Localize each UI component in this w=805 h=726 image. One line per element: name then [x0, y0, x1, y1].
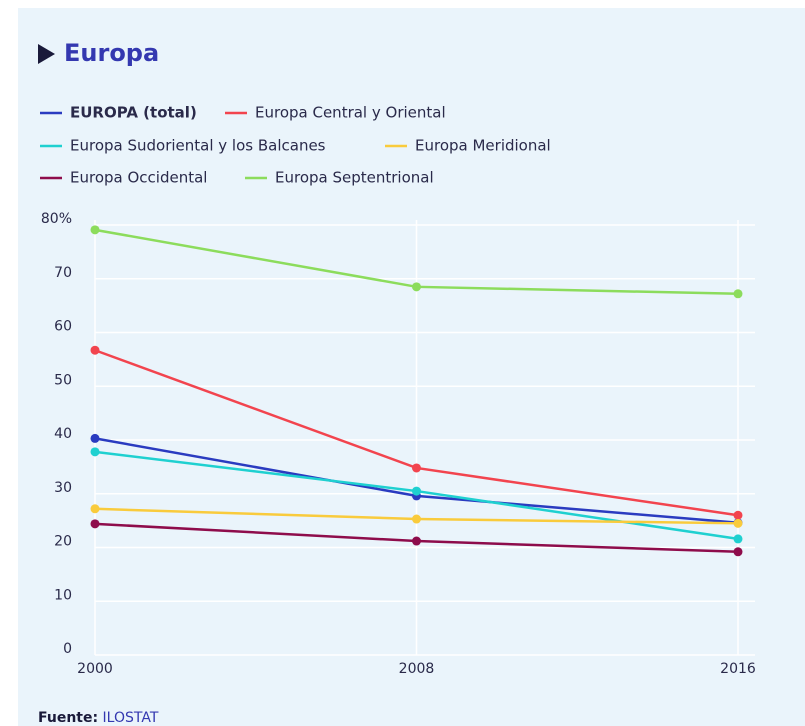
data-point	[90, 225, 100, 235]
data-point	[733, 510, 743, 520]
y-tick-label: 10	[54, 587, 72, 603]
x-tick-label: 2000	[77, 661, 113, 677]
data-point	[733, 534, 743, 544]
y-tick-label: 0	[63, 641, 72, 657]
y-tick-label: 30	[54, 480, 72, 496]
data-point	[733, 289, 743, 299]
y-tick-label: 20	[54, 534, 72, 550]
data-point	[90, 519, 100, 529]
footer: Fuente: ILOSTAT	[38, 710, 159, 726]
y-tick-label: 60	[54, 319, 72, 335]
data-point	[90, 345, 100, 355]
data-point	[412, 486, 421, 496]
chart-title: Europa	[64, 39, 159, 67]
legend-label: Europa Meridional	[415, 137, 551, 155]
data-point	[412, 514, 421, 524]
data-point	[733, 518, 743, 528]
data-point	[412, 463, 421, 473]
x-tick-label: 2008	[399, 661, 435, 677]
panel	[18, 8, 805, 726]
data-point	[90, 504, 100, 514]
data-point	[90, 447, 100, 457]
legend-label: Europa Sudoriental y los Balcanes	[70, 137, 326, 155]
y-tick-label: 80%	[41, 211, 72, 227]
y-tick-label: 70	[54, 265, 72, 281]
footer-label: Fuente:	[38, 710, 98, 726]
title-icon	[38, 44, 55, 64]
x-tick-label: 2016	[720, 661, 756, 677]
legend-label: Europa Central y Oriental	[255, 104, 446, 122]
y-tick-label: 50	[54, 372, 72, 388]
data-point	[412, 536, 421, 546]
data-point	[412, 282, 421, 292]
footer-source[interactable]: ILOSTAT	[103, 710, 159, 726]
legend-label: Europa Occidental	[70, 169, 207, 187]
legend-label: Europa Septentrional	[275, 169, 434, 187]
y-tick-label: 40	[54, 426, 72, 442]
data-point	[733, 547, 743, 557]
data-point	[90, 433, 100, 443]
legend-label: EUROPA (total)	[70, 104, 197, 122]
